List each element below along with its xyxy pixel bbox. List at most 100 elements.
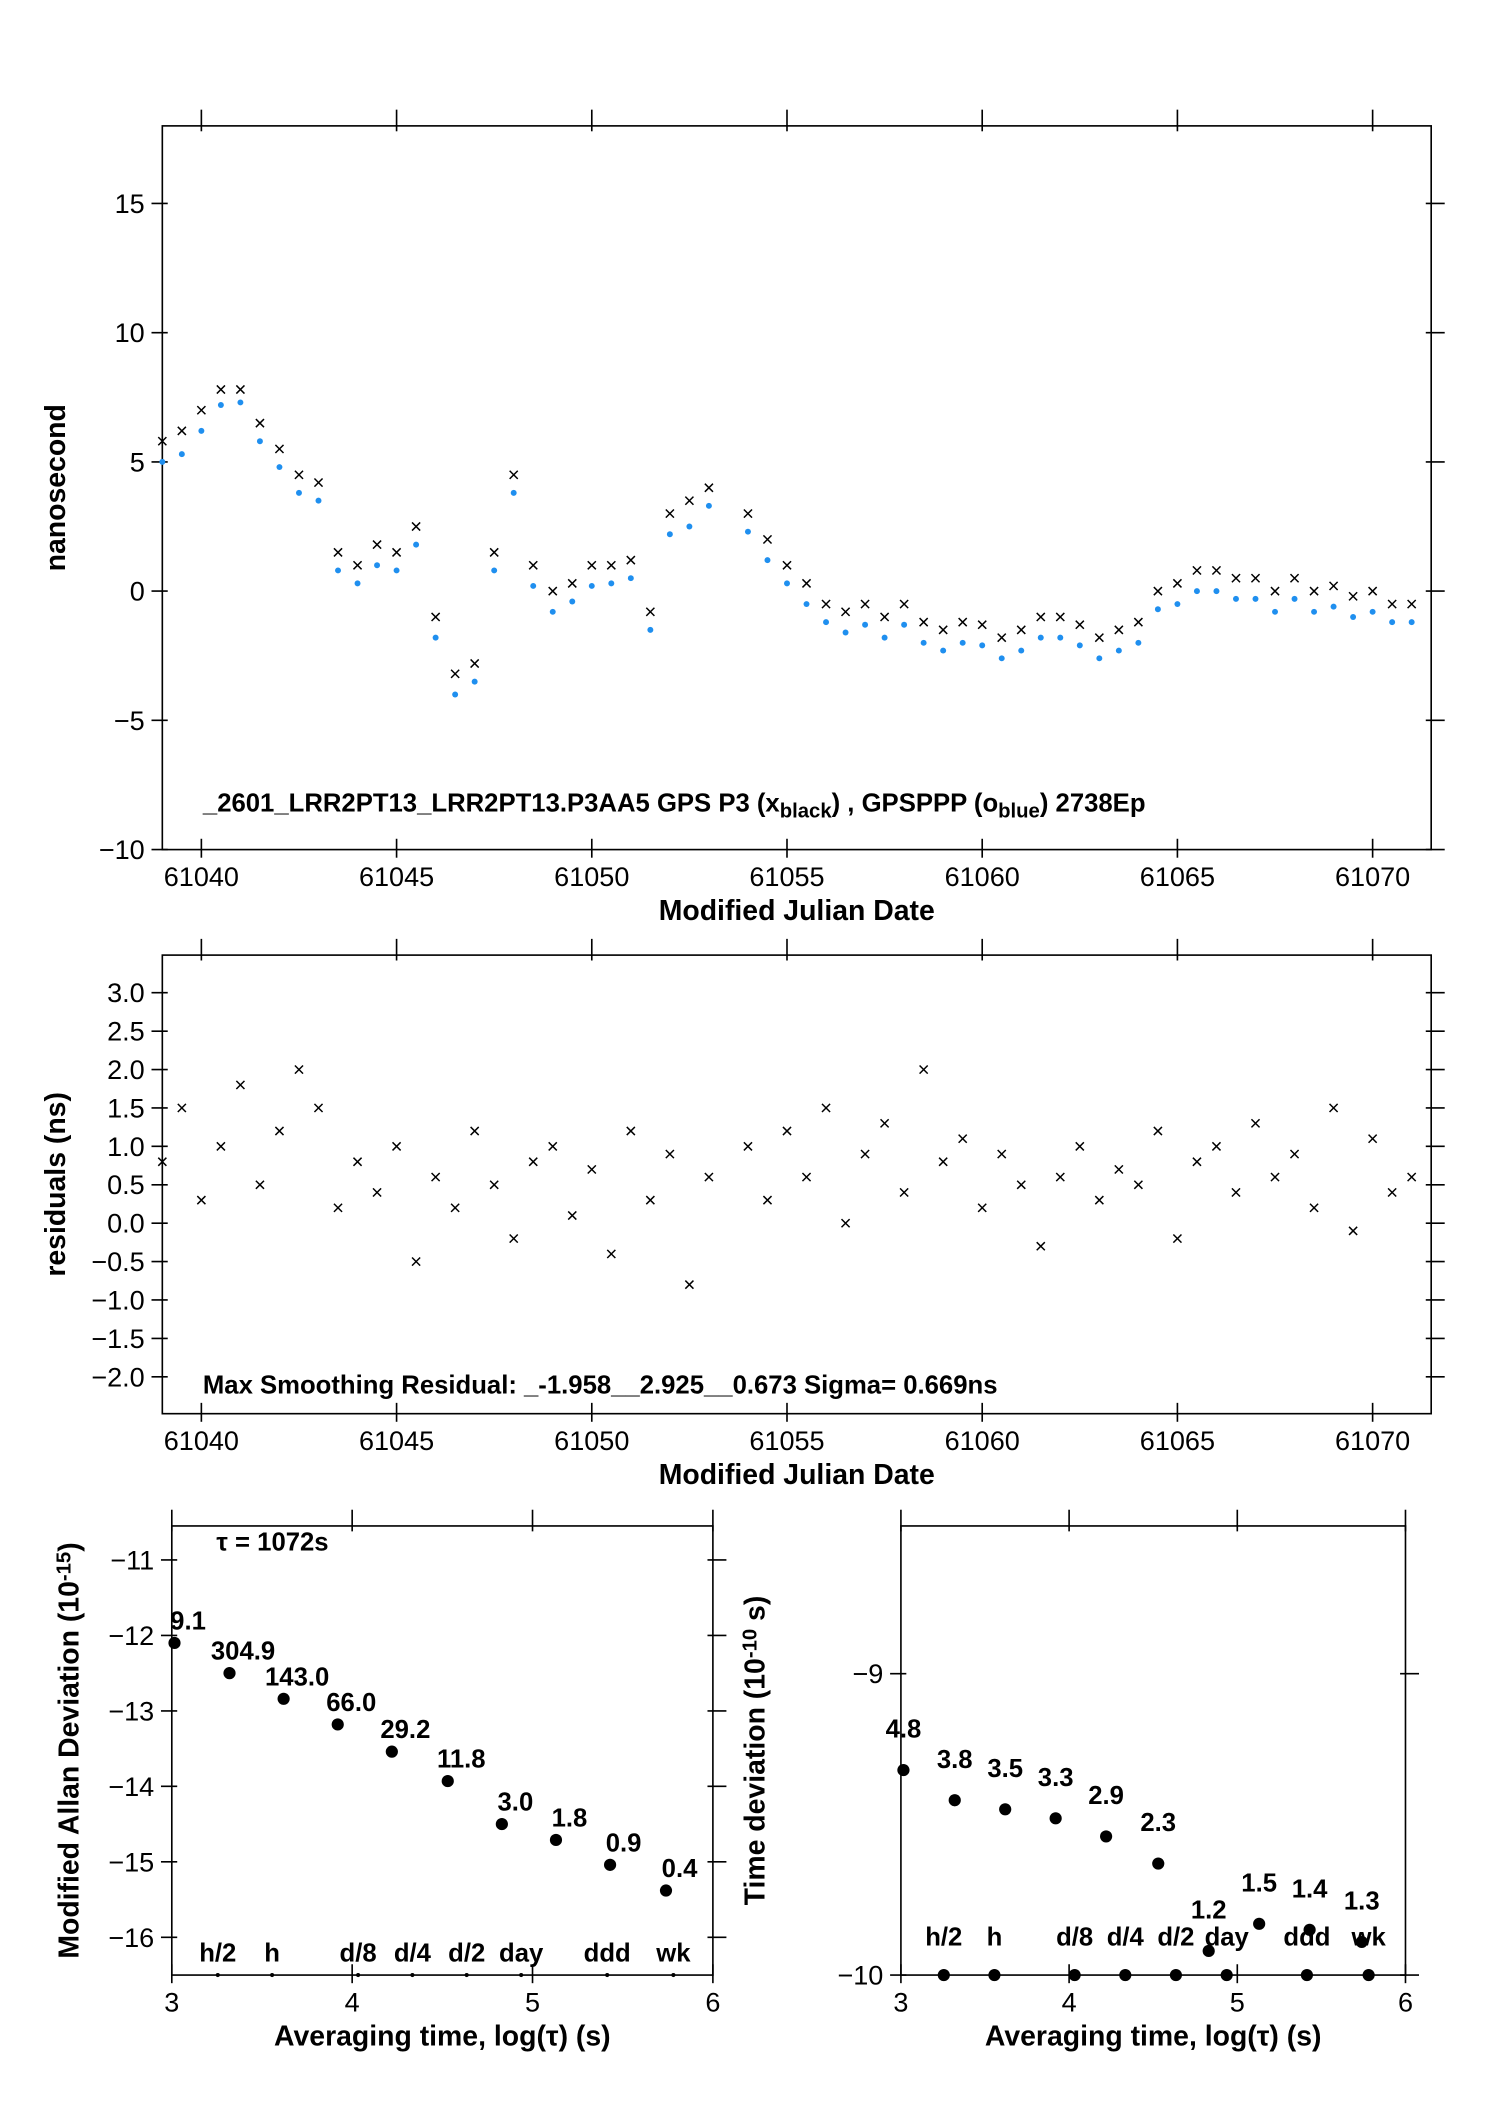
- x-marker: [880, 1118, 890, 1128]
- x-tick-label: 61050: [554, 862, 629, 892]
- dot-marker: [223, 1667, 236, 1680]
- x-marker: [1153, 1126, 1163, 1136]
- x-marker: [431, 1172, 441, 1182]
- dot-marker: [471, 678, 478, 685]
- dot-marker: [1303, 1923, 1316, 1936]
- reference-label: wk: [655, 1940, 691, 1968]
- reference-label: day: [499, 1940, 544, 1968]
- dot-marker: [647, 626, 654, 633]
- x-tick-label: 5: [525, 1988, 540, 2018]
- x-axis-title: Averaging time, log(τ) (s): [274, 2020, 611, 2052]
- x-marker: [313, 1103, 324, 1113]
- dot-marker: [385, 1745, 398, 1758]
- x-marker: [470, 658, 480, 669]
- y-tick-label: −10: [837, 1961, 883, 1991]
- x-marker: [216, 384, 226, 395]
- dot-marker: [1253, 1917, 1266, 1930]
- x-marker: [1075, 1141, 1085, 1151]
- point-label: 11.8: [437, 1746, 486, 1774]
- point-label: 0.4: [662, 1855, 698, 1883]
- x-marker: [899, 1187, 909, 1198]
- x-marker: [1055, 612, 1065, 622]
- x-marker: [372, 540, 382, 550]
- dot-marker: [178, 451, 185, 458]
- reference-label: d/8: [340, 1940, 377, 1968]
- x-marker: [235, 384, 245, 395]
- x-marker: [743, 508, 753, 519]
- x-marker: [958, 1134, 968, 1144]
- dot-marker: [1272, 608, 1278, 615]
- x-marker: [1211, 1141, 1222, 1151]
- x-marker: [1172, 1233, 1182, 1244]
- x-marker: [450, 669, 460, 679]
- x-tick-label: 61040: [164, 862, 239, 892]
- y-axis-title: nanosecond: [40, 404, 72, 571]
- dot-marker: [1252, 595, 1259, 602]
- x-marker: [684, 1280, 694, 1290]
- dot-marker: [1389, 619, 1396, 626]
- dot-marker: [666, 531, 673, 538]
- text-part: black: [780, 801, 833, 823]
- x-marker: [606, 1249, 616, 1259]
- dot-marker: [1018, 647, 1025, 654]
- y-tick-label: 3.0: [107, 978, 145, 1008]
- reference-marker: [356, 1973, 361, 1978]
- text-part: ) 2738Ep: [1040, 790, 1146, 818]
- dot-marker: [1135, 639, 1142, 646]
- y-tick-label: 1.0: [107, 1132, 145, 1162]
- point-label: 2.9: [1088, 1782, 1124, 1810]
- x-tick-label: 3: [893, 1988, 908, 2018]
- x-marker: [411, 521, 421, 532]
- x-marker: [1309, 586, 1319, 596]
- reference-marker: [1119, 1968, 1132, 1982]
- dot-marker: [744, 528, 751, 535]
- x-marker: [489, 1180, 499, 1190]
- dot-marker: [1369, 608, 1376, 615]
- reference-label: h: [987, 1923, 1003, 1951]
- x-marker: [1348, 591, 1358, 601]
- text-part: blue: [998, 801, 1040, 823]
- y-tick-label: 10: [115, 318, 145, 348]
- x-marker: [1368, 1134, 1378, 1144]
- x-tick-label: 61045: [359, 1426, 434, 1456]
- dot-marker: [549, 1833, 563, 1847]
- x-marker: [1407, 599, 1417, 609]
- x-marker: [1133, 617, 1143, 627]
- x-marker: [899, 599, 909, 609]
- x-marker: [196, 405, 206, 415]
- x-marker: [1016, 1180, 1026, 1190]
- x-marker: [958, 617, 968, 627]
- x-marker: [1055, 1172, 1065, 1182]
- y-tick-label: −2.0: [91, 1362, 144, 1392]
- text-part: _2601_LRR2PT13_LRR2PT13.P3AA5 GPS P3 (x: [202, 790, 781, 818]
- x-marker: [528, 560, 538, 570]
- dot-marker: [413, 541, 420, 548]
- text-part: s): [739, 1596, 771, 1629]
- x-marker: [587, 1164, 597, 1174]
- y-axis-title: Modified Allan Deviation (10-15): [53, 1542, 85, 1958]
- x-marker: [1231, 1187, 1241, 1198]
- x-marker: [860, 1149, 870, 1159]
- dot-marker: [823, 619, 830, 626]
- x-marker: [1289, 573, 1300, 583]
- dot-marker: [1408, 619, 1415, 626]
- dot-marker: [784, 580, 790, 587]
- point-label: 9.1: [170, 1607, 206, 1635]
- dot-marker: [1174, 601, 1181, 608]
- dot-marker: [491, 567, 498, 574]
- y-tick-label: −13: [108, 1696, 154, 1726]
- point-label: 3.3: [1038, 1764, 1074, 1792]
- x-tick-label: 4: [345, 1988, 360, 2018]
- dot-marker: [295, 489, 302, 496]
- x-marker: [216, 1141, 226, 1151]
- dot-marker: [627, 575, 634, 582]
- x-marker: [1250, 1118, 1261, 1128]
- x-marker: [235, 1080, 245, 1090]
- x-tick-label: 6: [1398, 1988, 1413, 2018]
- dot-marker: [1330, 603, 1337, 610]
- dot-marker: [979, 642, 986, 649]
- point-label: 1.5: [1241, 1869, 1277, 1897]
- x-marker: [801, 578, 812, 588]
- x-tick-label: 4: [1062, 1988, 1077, 2018]
- dot-marker: [335, 567, 341, 574]
